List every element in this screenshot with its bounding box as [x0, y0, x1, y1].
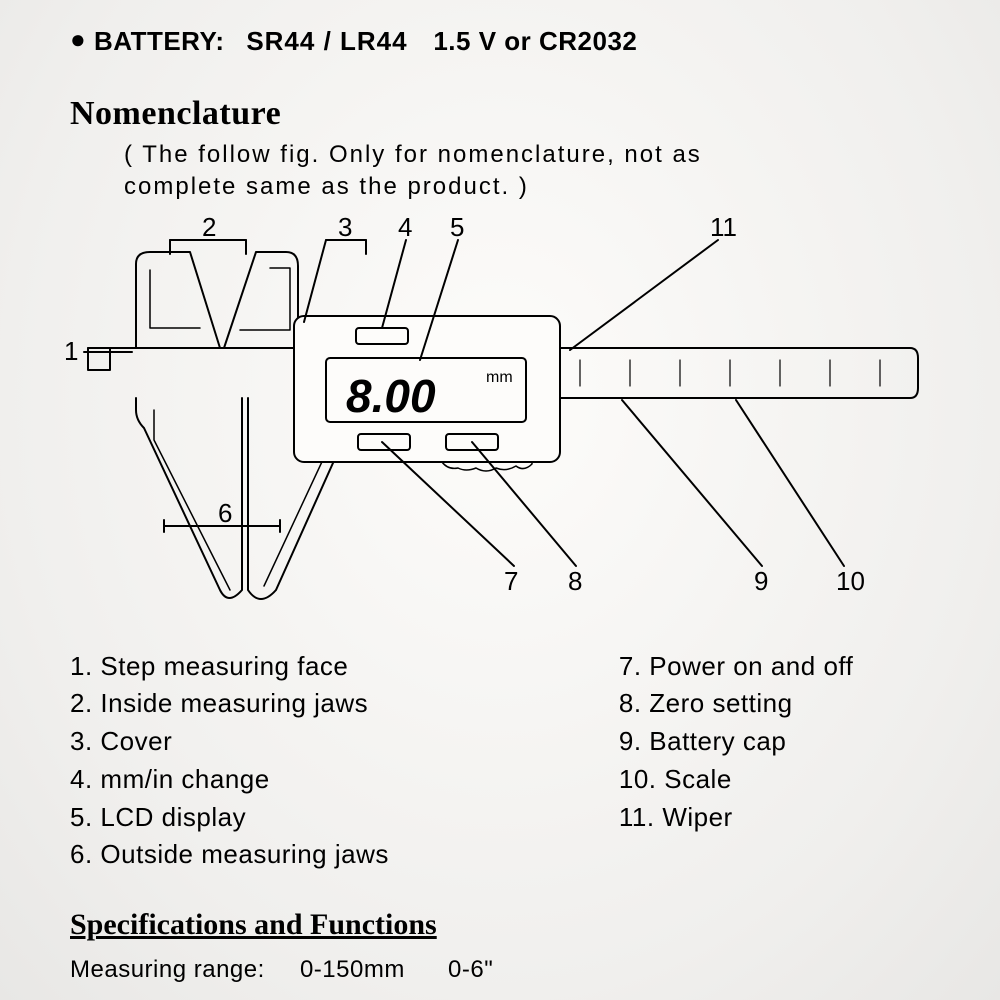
- legend-col-left: 1. Step measuring face 2. Inside measuri…: [70, 648, 389, 874]
- legend-item: 7. Power on and off: [619, 648, 854, 686]
- bullet-icon: ●: [70, 24, 86, 54]
- legend-col-right: 7. Power on and off 8. Zero setting 9. B…: [619, 648, 854, 874]
- legend-item: 5. LCD display: [70, 799, 389, 837]
- callout-5: 5: [450, 212, 464, 243]
- legend-item: 1. Step measuring face: [70, 648, 389, 686]
- callout-11: 11: [710, 212, 737, 243]
- legend-item: 6. Outside measuring jaws: [70, 836, 389, 874]
- spec-range-v2: 0-6": [448, 956, 493, 983]
- battery-label: BATTERY:: [94, 26, 225, 56]
- callout-6: 6: [218, 498, 232, 529]
- spec-range-v1: 0-150mm: [300, 956, 405, 983]
- legend-item: 2. Inside measuring jaws: [70, 685, 389, 723]
- callout-2: 2: [202, 212, 216, 243]
- callout-3: 3: [338, 212, 352, 243]
- callout-4: 4: [398, 212, 412, 243]
- caliper-svg: 8.00 mm: [70, 210, 940, 620]
- specs-title: Specifications and Functions: [70, 908, 940, 942]
- battery-models: SR44 / LR44: [246, 26, 407, 56]
- nomenclature-title: Nomenclature: [70, 95, 940, 133]
- legend-item: 8. Zero setting: [619, 685, 854, 723]
- battery-line: ● BATTERY: SR44 / LR44 1.5 V or CR2032: [70, 24, 940, 57]
- legend-item: 10. Scale: [619, 761, 854, 799]
- legend-item: 9. Battery cap: [619, 723, 854, 761]
- paren-note-line1: ( The follow fig. Only for nomenclature,…: [124, 139, 940, 171]
- paren-note-line2: complete same as the product. ): [124, 171, 940, 203]
- legend: 1. Step measuring face 2. Inside measuri…: [70, 648, 940, 874]
- legend-item: 4. mm/in change: [70, 761, 389, 799]
- caliper-diagram: 1 2 3 4 5 11 6 7 8 9 10: [70, 210, 940, 620]
- lcd-unit: mm: [486, 369, 513, 386]
- callout-8: 8: [568, 566, 582, 597]
- lcd-value: 8.00: [346, 370, 436, 422]
- battery-spec: 1.5 V or CR2032: [433, 26, 637, 56]
- spec-range-label: Measuring range:: [70, 956, 265, 983]
- spec-row: Measuring range: 0-150mm 0-6": [70, 956, 940, 984]
- paren-note: ( The follow fig. Only for nomenclature,…: [124, 139, 940, 204]
- callout-1: 1: [64, 336, 78, 367]
- callout-7: 7: [504, 566, 518, 597]
- legend-item: 3. Cover: [70, 723, 389, 761]
- legend-item: 11. Wiper: [619, 799, 854, 837]
- callout-9: 9: [754, 566, 768, 597]
- callout-10: 10: [836, 566, 865, 597]
